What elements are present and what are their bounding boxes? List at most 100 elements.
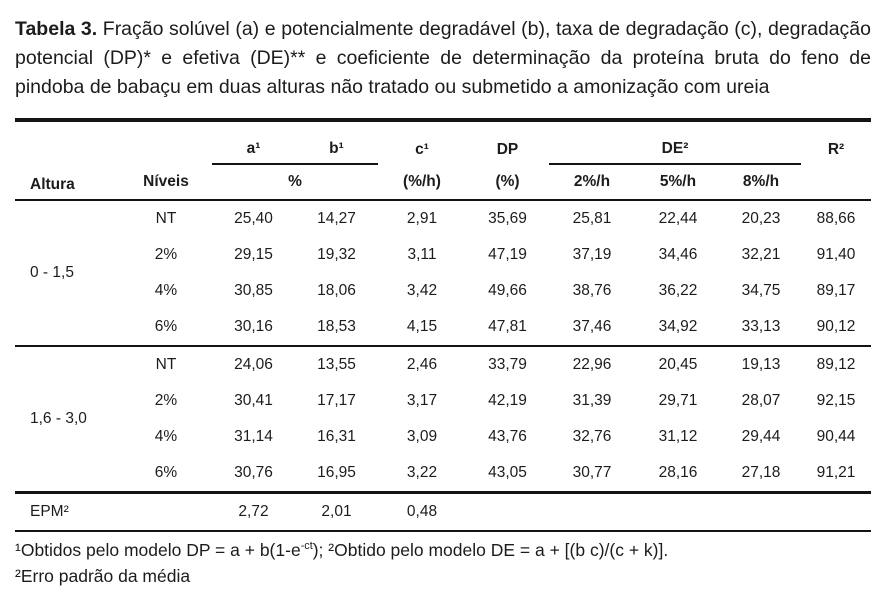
cell-de2: 22,96 (572, 356, 612, 373)
cell-b: 16,95 (317, 464, 356, 481)
cell-c: 3,22 (406, 464, 438, 481)
cell-dp: 49,66 (488, 282, 527, 299)
cell-de5: 29,71 (658, 392, 698, 409)
unit-dp: (%) (495, 172, 520, 190)
cell-de8: 29,44 (741, 428, 781, 445)
col-header-dp: DP (496, 141, 519, 158)
cell-nivel: 2% (154, 246, 178, 263)
table-row: 4% 30,85 18,06 3,42 49,66 38,76 36,22 34… (15, 273, 871, 309)
empty-cell (801, 493, 871, 532)
cell-dp: 43,05 (488, 464, 527, 481)
cell-nivel: 4% (154, 282, 178, 299)
cell-de2: 37,46 (572, 318, 612, 335)
cell-dp: 42,19 (488, 392, 527, 409)
cell-b: 18,06 (317, 282, 356, 299)
cell-de2: 38,76 (572, 282, 612, 299)
cell-de8: 20,23 (741, 210, 781, 227)
cell-de8: 28,07 (741, 392, 781, 409)
cell-nivel: 6% (154, 464, 178, 481)
epm-c: 0,48 (406, 503, 438, 520)
cell-nivel: 4% (154, 428, 178, 445)
footnote-1-prefix: ¹Obtidos pelo modelo DP = a + b(1-e (15, 540, 301, 560)
cell-dp: 33,79 (488, 356, 527, 373)
epm-label: EPM² (30, 503, 69, 520)
table-header: Altura a¹ b¹ c¹ DP DE² R² Níveis % (%/h)… (15, 120, 872, 200)
cell-de5: 22,44 (658, 210, 698, 227)
cell-b: 17,17 (317, 392, 356, 409)
footnote-epm: ²Erro padrão da média (15, 566, 191, 586)
cell-c: 2,46 (406, 356, 438, 373)
cell-b: 13,55 (317, 356, 356, 373)
cell-de8: 34,75 (741, 282, 781, 299)
table-row: 6% 30,16 18,53 4,15 47,81 37,46 34,92 33… (15, 309, 871, 346)
caption-text: Fração solúvel (a) e potencialmente degr… (15, 18, 871, 98)
cell-de8: 32,21 (741, 246, 781, 263)
header-spacer (120, 120, 212, 164)
unit-c: (%/h) (403, 172, 441, 190)
cell-r2: 92,15 (816, 392, 856, 409)
epm-a: 2,72 (238, 503, 269, 520)
header-spacer (801, 164, 871, 200)
cell-dp: 47,81 (488, 318, 527, 335)
altura-group-16-30: 1,6 - 3,0 NT 24,06 13,55 2,46 33,79 22,9… (15, 346, 872, 493)
cell-c: 3,17 (406, 392, 438, 409)
cell-de2: 37,19 (572, 246, 612, 263)
cell-c: 2,91 (406, 210, 438, 227)
cell-r2: 90,12 (816, 318, 856, 335)
cell-de8: 27,18 (741, 464, 781, 481)
cell-r2: 91,21 (816, 464, 856, 481)
cell-c: 3,11 (407, 246, 437, 263)
cell-r2: 88,66 (816, 210, 856, 227)
col-header-a: a¹ (212, 120, 295, 165)
header-row-2: Níveis % (%/h) (%) 2%/h 5%/h 8%/h (15, 164, 872, 200)
cell-a: 30,76 (234, 464, 273, 481)
col-header-de-8: 8%/h (742, 173, 780, 190)
cell-a: 29,15 (234, 246, 273, 263)
col-header-altura: Altura (30, 176, 75, 193)
cell-dp: 43,76 (488, 428, 527, 445)
footnote-models: ¹Obtidos pelo modelo DP = a + b(1-e-ct);… (15, 537, 871, 563)
altura-label: 1,6 - 3,0 (30, 410, 87, 427)
cell-de2: 30,77 (572, 464, 612, 481)
table-row: 0 - 1,5 NT 25,40 14,27 2,91 35,69 25,81 … (15, 200, 871, 281)
cell-de8: 33,13 (741, 318, 781, 335)
cell-nivel: NT (155, 210, 177, 227)
cell-a: 30,85 (234, 282, 273, 299)
table-row: 1,6 - 3,0 NT 24,06 13,55 2,46 33,79 22,9… (15, 346, 871, 427)
epm-b: 2,01 (321, 503, 352, 520)
cell-a: 25,40 (234, 210, 273, 227)
cell-a: 30,41 (234, 392, 273, 409)
unit-ab: % (288, 173, 302, 190)
cell-c: 4,15 (406, 318, 438, 335)
cell-b: 14,27 (317, 210, 356, 227)
cell-nivel: 2% (154, 392, 178, 409)
empty-cell (466, 493, 549, 532)
altura-group-0-15: 0 - 1,5 NT 25,40 14,27 2,91 35,69 25,81 … (15, 200, 872, 346)
cell-de2: 32,76 (572, 428, 612, 445)
table-row: 4% 31,14 16,31 3,09 43,76 32,76 31,12 29… (15, 419, 871, 455)
header-row-1: Altura a¹ b¹ c¹ DP DE² R² (15, 120, 871, 193)
cell-a: 24,06 (234, 356, 273, 373)
cell-de5: 36,22 (658, 282, 698, 299)
cell-b: 19,32 (317, 246, 356, 263)
col-header-r2: R² (827, 141, 845, 158)
empty-cell (635, 493, 721, 532)
cell-nivel: NT (155, 356, 177, 373)
cell-de5: 31,12 (658, 428, 698, 445)
col-header-de-2: 2%/h (573, 173, 611, 190)
cell-b: 16,31 (317, 428, 356, 445)
cell-r2: 89,12 (816, 356, 856, 373)
cell-c: 3,42 (406, 282, 438, 299)
cell-c: 3,09 (406, 428, 438, 445)
table-row: 2% 30,41 17,17 3,17 42,19 31,39 29,71 28… (15, 383, 871, 419)
epm-row: EPM² 2,72 2,01 0,48 (15, 493, 871, 532)
col-header-de: DE² (549, 120, 802, 165)
cell-dp: 47,19 (488, 246, 527, 263)
caption-label: Tabela 3. (15, 18, 98, 40)
col-header-niveis: Níveis (143, 172, 189, 190)
cell-de5: 34,46 (658, 246, 698, 263)
table-row: 6% 30,76 16,95 3,22 43,05 30,77 28,16 27… (15, 455, 871, 493)
cell-nivel: 6% (154, 318, 178, 335)
table-footnotes: ¹Obtidos pelo modelo DP = a + b(1-e-ct);… (15, 537, 871, 589)
